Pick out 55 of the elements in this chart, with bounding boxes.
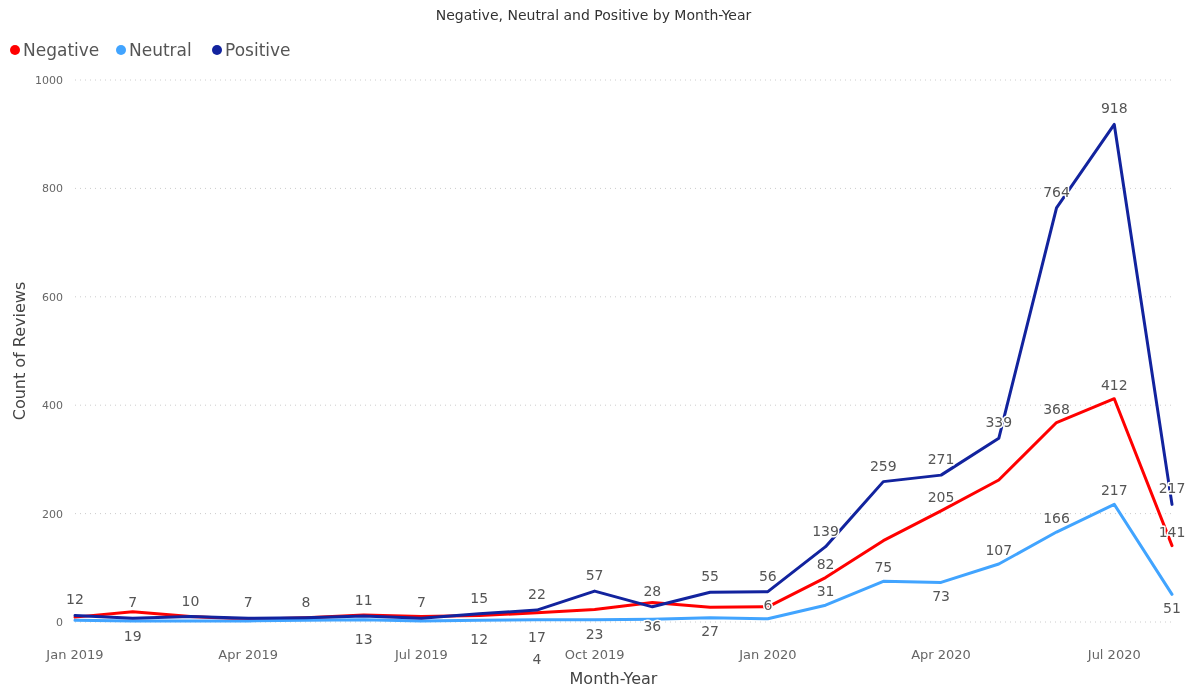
y-tick-label: 400 <box>42 399 63 413</box>
data-label: 12 <box>470 631 489 648</box>
data-label: 31 <box>816 583 835 600</box>
data-label: 19 <box>123 627 142 644</box>
x-tick-label: Jul 2019 <box>393 647 448 662</box>
data-label: 107 <box>985 542 1013 559</box>
data-label: 56 <box>758 567 777 584</box>
data-label: 7 <box>416 594 426 611</box>
y-tick-label: 800 <box>42 182 63 196</box>
x-tick-label: Jul 2020 <box>1086 647 1141 662</box>
data-label: 139 <box>812 522 839 539</box>
chart-title: Negative, Neutral and Positive by Month-Year <box>435 7 752 23</box>
data-label: 918 <box>1100 100 1128 117</box>
data-label: 11 <box>354 592 373 609</box>
data-label: 166 <box>1043 510 1070 527</box>
data-label: 4 <box>532 650 542 667</box>
data-label: 75 <box>874 559 893 576</box>
data-label: 7 <box>243 594 253 611</box>
data-label: 22 <box>527 586 546 603</box>
legend-label: Negative <box>23 40 100 60</box>
data-label: 51 <box>1163 600 1181 617</box>
y-tick-label: 0 <box>56 616 63 629</box>
data-label: 8 <box>301 593 311 610</box>
data-label: 10 <box>181 592 200 609</box>
data-label: 82 <box>816 555 835 572</box>
data-label: 271 <box>927 451 955 468</box>
data-label: 55 <box>701 568 720 585</box>
data-label: 27 <box>701 623 720 640</box>
data-label: 17 <box>527 628 546 645</box>
data-label: 57 <box>585 567 604 584</box>
y-tick-label: 1000 <box>35 74 63 87</box>
y-axis-title: Count of Reviews <box>10 281 29 421</box>
data-label: 217 <box>1100 482 1128 499</box>
x-tick-label: Apr 2020 <box>911 647 971 662</box>
legend-label: Neutral <box>129 40 192 60</box>
y-tick-label: 200 <box>42 507 63 521</box>
legend-label: Positive <box>225 40 291 60</box>
data-label: 15 <box>470 589 489 606</box>
data-label: 259 <box>869 457 897 474</box>
x-tick-label: Jan 2020 <box>738 647 797 662</box>
x-tick-label: Oct 2019 <box>564 647 625 662</box>
data-label: 7 <box>128 594 138 611</box>
data-label: 23 <box>585 625 604 642</box>
data-label: 36 <box>643 618 662 635</box>
data-label: 73 <box>932 588 950 605</box>
y-tick-label: 600 <box>42 290 63 304</box>
x-tick-label: Apr 2019 <box>218 647 279 662</box>
data-label: 13 <box>354 630 373 647</box>
data-label: 412 <box>1100 376 1128 393</box>
data-label: 12 <box>66 591 84 608</box>
x-axis-title: Month-Year <box>569 669 658 688</box>
x-tick-label: Jan 2019 <box>45 647 104 662</box>
data-label: 368 <box>1043 400 1070 417</box>
data-label: 28 <box>643 582 662 599</box>
data-label: 205 <box>927 488 955 505</box>
